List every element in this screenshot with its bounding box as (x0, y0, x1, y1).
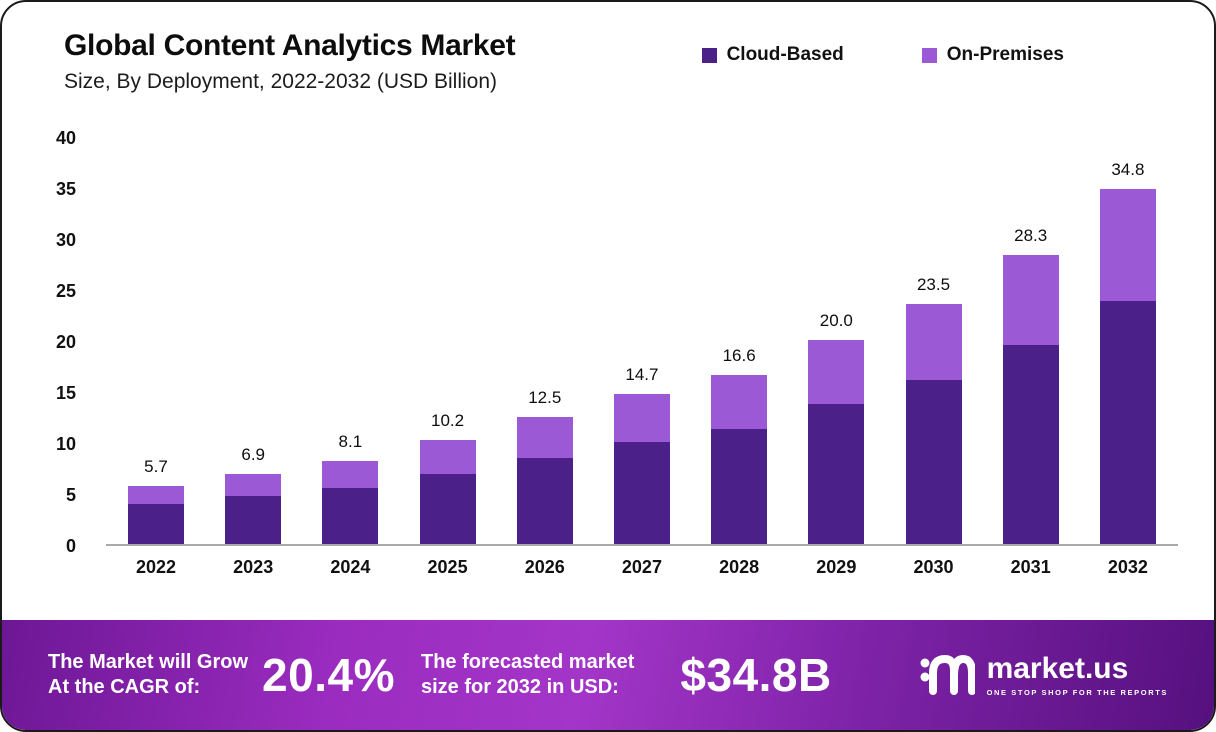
bar-total-label: 23.5 (916, 275, 951, 295)
x-axis-label: 2023 (233, 557, 274, 577)
bar-segment-on-premises (322, 461, 379, 488)
forecast-label-line1: The forecasted market (420, 651, 635, 673)
x-axis-label: 2026 (524, 557, 565, 577)
cagr-label-line1: The Market will Grow (48, 651, 249, 673)
bar-segment-cloud-based (128, 504, 184, 544)
bar-segment-on-premises (516, 416, 573, 459)
y-axis-label: 35 (55, 179, 76, 199)
forecast-value: $34.8B (680, 649, 832, 701)
bar-total-label: 14.7 (625, 365, 659, 385)
bar-total-label: 20.0 (819, 311, 853, 331)
chart-section: 0 5 10 15 20 25 30 35 40 5.7 2022 6.9 2023 8.1 2024 10… (2, 94, 1214, 620)
bar-segment-on-premises (711, 374, 768, 429)
bar-segment-cloud-based (808, 404, 865, 544)
x-axis-label: 2022 (135, 557, 177, 577)
bar-total-label: 6.9 (241, 444, 265, 464)
x-axis-label: 2027 (621, 557, 662, 577)
bar-total-label: 34.8 (1111, 160, 1145, 180)
bar-column: 14.7 2027 (613, 365, 670, 577)
bar-segment-cloud-based (905, 379, 962, 544)
bar-segment-on-premises (613, 394, 670, 442)
y-axis: 0 5 10 15 20 25 30 35 40 (40, 128, 90, 556)
bar-segment-cloud-based (322, 487, 379, 544)
y-axis-label: 25 (55, 281, 76, 301)
brand-name: market.us (986, 651, 1129, 685)
bar-segment-cloud-based (225, 496, 282, 544)
bar-segment-on-premises (225, 473, 282, 497)
bar-segment-on-premises (808, 340, 865, 405)
title-block: Global Content Analytics Market Size, By… (64, 28, 516, 94)
legend-item-cloud-based: Cloud-Based (701, 44, 844, 66)
bar-segment-on-premises (1099, 189, 1156, 302)
bar-column: 16.6 2028 (711, 345, 768, 577)
x-axis-label: 2031 (1010, 557, 1051, 577)
y-axis-label: 5 (65, 485, 76, 505)
y-axis-label: 15 (55, 383, 76, 403)
footer-banner: The Market will Grow At the CAGR of: 20.… (2, 620, 1214, 730)
legend: Cloud-Based On-Premises (701, 44, 1064, 66)
x-axis-label: 2030 (913, 557, 954, 577)
bar-column: 28.3 2031 (1002, 226, 1059, 577)
bar-total-label: 10.2 (431, 410, 465, 430)
legend-swatch-on-premises (921, 47, 937, 63)
y-axis-label: 0 (65, 536, 76, 556)
bar-total-label: 8.1 (338, 432, 363, 452)
bar-total-label: 16.6 (722, 345, 756, 365)
bar-segment-cloud-based (613, 442, 670, 544)
x-axis-label: 2028 (719, 557, 760, 577)
cagr-label: The Market will Grow At the CAGR of: (48, 650, 248, 700)
y-axis-label: 20 (55, 332, 76, 352)
plot-wrap: 0 5 10 15 20 25 30 35 40 5.7 2022 6.9 2023 8.1 2024 10… (56, 128, 1178, 577)
bar-column: 23.5 2030 (905, 275, 962, 577)
bar-segment-cloud-based (419, 473, 476, 544)
bar-segment-on-premises (128, 485, 184, 505)
forecast-label-line2: size for 2032 in USD: (420, 676, 619, 698)
x-axis-label: 2025 (427, 557, 468, 577)
bar-column: 8.1 2024 (322, 432, 379, 577)
cagr-label-line2: At the CAGR of: (48, 676, 201, 698)
y-axis-label: 40 (55, 128, 76, 148)
brand-tagline: ONE STOP SHOP FOR THE REPORTS (986, 687, 1168, 697)
bar-segment-on-premises (1002, 255, 1059, 346)
y-axis-label: 30 (55, 230, 76, 250)
plot-area: 5.7 2022 6.9 2023 8.1 2024 10.2 2025 12.5 2026 14.… (106, 138, 1178, 577)
x-axis-label: 2024 (330, 557, 371, 577)
bar-segment-on-premises (419, 439, 476, 474)
bar-column: 12.5 2026 (516, 387, 573, 577)
bar-column: 34.8 2032 (1099, 160, 1156, 577)
brand-logo: market.us ONE STOP SHOP FOR THE REPORTS (919, 651, 1168, 700)
page-title: Global Content Analytics Market (64, 29, 516, 62)
cagr-value: 20.4% (262, 649, 395, 701)
bar-segment-cloud-based (1099, 301, 1156, 544)
bar-segment-cloud-based (711, 428, 768, 544)
bar-segment-cloud-based (1002, 345, 1059, 544)
x-axis-label: 2029 (816, 557, 857, 577)
legend-label-cloud-based: Cloud-Based (726, 44, 844, 65)
bar-total-label: 28.3 (1014, 226, 1048, 246)
page-subtitle: Size, By Deployment, 2022-2032 (USD Bill… (64, 70, 498, 93)
bar-column: 5.7 2022 (128, 456, 184, 577)
bar-column: 6.9 2023 (225, 444, 282, 577)
legend-swatch-cloud-based (701, 47, 717, 63)
marketus-logo-icon (919, 651, 976, 700)
brand-text: market.us ONE STOP SHOP FOR THE REPORTS (986, 651, 1168, 697)
bar-column: 20.0 2029 (808, 311, 865, 577)
x-axis-label: 2032 (1107, 557, 1148, 577)
legend-item-on-premises: On-Premises (921, 44, 1064, 66)
header: Global Content Analytics Market Size, By… (2, 2, 1214, 94)
bar-total-label: 5.7 (144, 456, 168, 476)
legend-label-on-premises: On-Premises (946, 44, 1064, 65)
y-axis-label: 10 (55, 434, 76, 454)
bar-column: 10.2 2025 (419, 410, 476, 577)
bar-total-label: 12.5 (528, 387, 562, 407)
bar-segment-on-premises (905, 304, 962, 380)
bar-segment-cloud-based (516, 458, 573, 544)
forecast-label: The forecasted market size for 2032 in U… (421, 650, 634, 700)
